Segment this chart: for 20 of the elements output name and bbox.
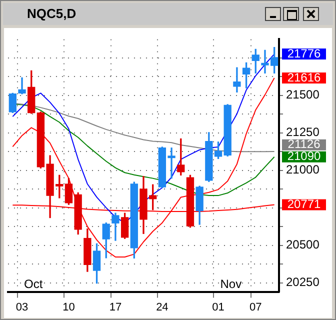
y-tick-label: 20500 xyxy=(286,238,320,252)
y-tick-label: 21250 xyxy=(286,125,320,140)
annotation: Nov xyxy=(220,277,242,292)
text: 21090 xyxy=(287,149,322,164)
x-tick-label: 17 xyxy=(109,301,122,314)
text: 20771 xyxy=(287,197,322,212)
text: 21616 xyxy=(287,70,322,84)
annotation: Oct xyxy=(24,277,44,292)
x-tick-label: 07 xyxy=(250,301,262,314)
y-tick-label: 21500 xyxy=(286,88,320,102)
candlestick xyxy=(233,67,241,92)
x-tick-label: 24 xyxy=(156,301,168,314)
x-tick-label: 03 xyxy=(16,301,28,314)
y-tick-label: 20250 xyxy=(286,275,320,290)
text: 21126 xyxy=(288,137,321,152)
x-tick-label: 01 xyxy=(212,301,224,314)
text: 21776 xyxy=(287,46,322,60)
chart-title: NQC5,D xyxy=(27,6,76,21)
x-tick-label: 10 xyxy=(62,301,75,314)
y-tick-label: 21000 xyxy=(286,162,320,177)
